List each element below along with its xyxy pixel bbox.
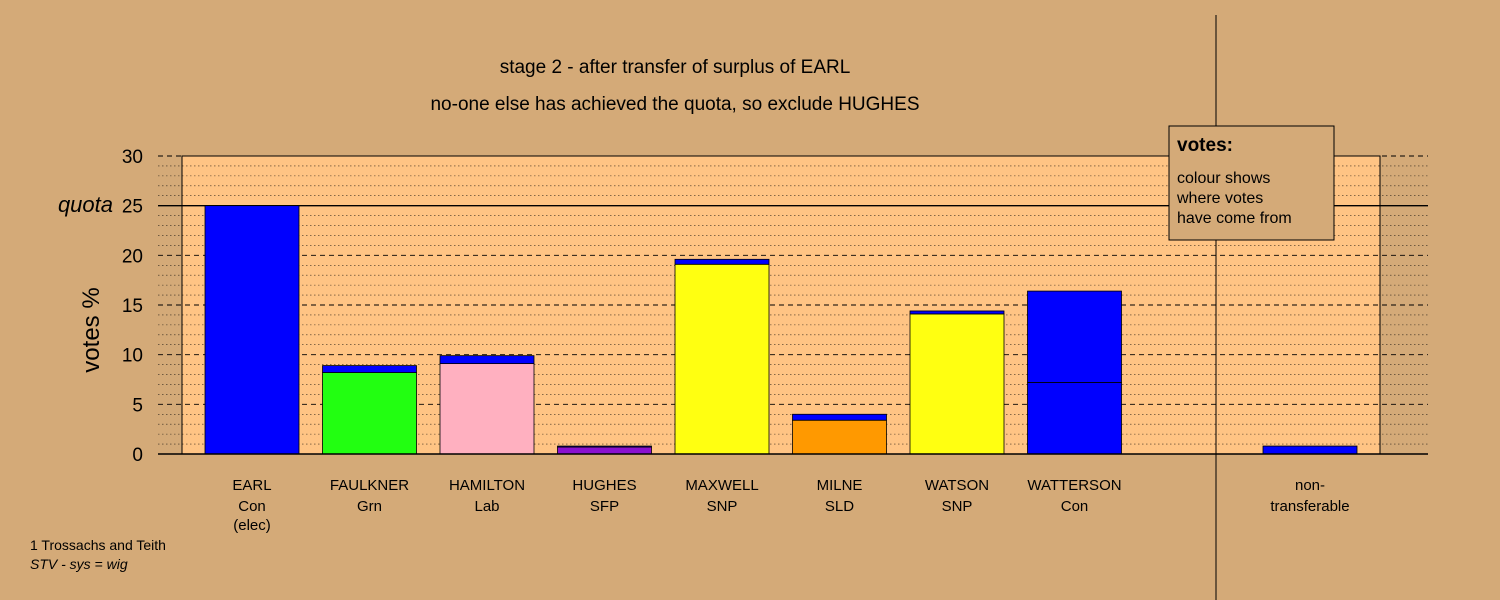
bar-segment [557, 445, 652, 448]
bar-milne [792, 413, 887, 455]
y-tick-label: 30 [122, 147, 143, 168]
legend-box [1168, 125, 1335, 241]
category-label: HUGHES [572, 477, 636, 494]
category-label: transferable [1270, 498, 1349, 515]
category-label: MILNE [817, 477, 863, 494]
bar-nontransferable [1262, 445, 1358, 455]
category-label: (elec) [233, 517, 271, 534]
bar-segment [909, 313, 1005, 455]
category-label: FAULKNER [330, 477, 409, 494]
category-label: WATTERSON [1027, 477, 1121, 494]
bar-earl [204, 205, 300, 455]
bar-segment [674, 263, 770, 455]
bar-segment [439, 355, 535, 365]
chart-subtitle: no-one else has achieved the quota, so e… [430, 94, 919, 115]
y-tick-label: 15 [122, 296, 143, 317]
bar-watson [909, 310, 1005, 455]
legend-line-2: where votes [1176, 190, 1263, 207]
y-tick-label: 0 [132, 445, 143, 466]
bars [204, 205, 1358, 455]
category-label: Con [1061, 498, 1089, 515]
category-label: MAXWELL [685, 477, 758, 494]
bar-segment [439, 363, 535, 455]
y-tick-label: 20 [122, 246, 143, 267]
legend-line-1: colour shows [1177, 170, 1270, 187]
y-axis-label: votes % [78, 287, 105, 372]
bar-faulkner [322, 365, 417, 455]
category-label: WATSON [925, 477, 989, 494]
bar-segment [909, 310, 1005, 315]
category-labels: EARL Con (elec) FAULKNER Grn HAMILTON Lab HUGHE… [232, 477, 1349, 534]
quota-label: quota [58, 192, 113, 217]
bar-watterson [1027, 290, 1122, 455]
y-tick-label: 5 [132, 395, 143, 416]
bar-segment [1027, 290, 1122, 383]
legend: votes: colour shows where votes have com… [1168, 125, 1335, 241]
legend-title: votes: [1177, 135, 1233, 156]
system-label: STV - sys = wig [30, 556, 128, 572]
y-tick-label: 25 [122, 197, 143, 218]
bar-segment [1027, 382, 1122, 455]
constituency-label: 1 Trossachs and Teith [30, 537, 166, 553]
chart-title: stage 2 - after transfer of surplus of E… [500, 57, 851, 78]
category-label: SLD [825, 498, 854, 515]
y-axis-ticks: 0 5 10 15 20 25 30 [122, 147, 143, 466]
bar-segment [204, 205, 300, 455]
bar-segment [322, 372, 417, 455]
bar-segment [1262, 445, 1358, 455]
y-tick-label: 10 [122, 346, 143, 367]
category-label: SNP [707, 498, 738, 515]
bar-maxwell [674, 258, 770, 455]
category-label: SFP [590, 498, 619, 515]
category-label: Con [238, 498, 266, 515]
category-label: Grn [357, 498, 382, 515]
bar-segment [674, 258, 770, 265]
category-label: EARL [232, 477, 271, 494]
bar-segment [792, 413, 887, 421]
category-label: Lab [474, 498, 499, 515]
bar-segment [322, 365, 417, 373]
legend-line-3: have come from [1177, 210, 1292, 227]
category-label: non- [1295, 477, 1325, 494]
bar-segment [792, 419, 887, 455]
category-label: SNP [942, 498, 973, 515]
bar-hamilton [439, 355, 535, 455]
bar-hughes [557, 445, 652, 455]
category-label: HAMILTON [449, 477, 525, 494]
bar-segment [557, 446, 652, 455]
